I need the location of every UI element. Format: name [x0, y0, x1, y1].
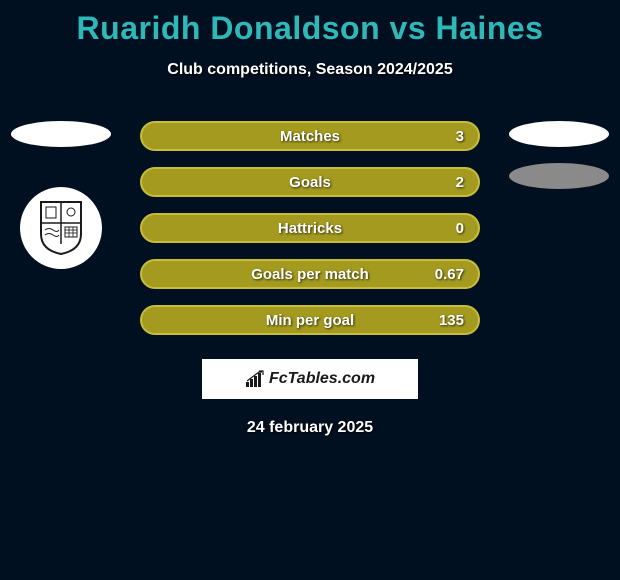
right-player-column [504, 121, 614, 189]
stat-right-value: 135 [439, 312, 464, 329]
stat-row: Goals per match 0.67 [140, 259, 480, 289]
left-ellipse-icon [11, 121, 111, 147]
right-ellipse-top-icon [509, 121, 609, 147]
date: 24 february 2025 [0, 419, 620, 437]
right-ellipse-bottom-icon [509, 163, 609, 189]
stat-row: Matches 3 [140, 121, 480, 151]
stat-bars: Matches 3 Goals 2 Hattricks 0 Goals per … [140, 121, 480, 335]
stat-label: Hattricks [278, 220, 342, 237]
stat-row: Hattricks 0 [140, 213, 480, 243]
page-title: Ruaridh Donaldson vs Haines [0, 0, 620, 47]
stat-row: Min per goal 135 [140, 305, 480, 335]
stat-right-value: 0.67 [435, 266, 464, 283]
stat-label: Goals [289, 174, 331, 191]
stat-label: Matches [280, 128, 340, 145]
stat-row: Goals 2 [140, 167, 480, 197]
stat-right-value: 0 [456, 220, 464, 237]
subtitle: Club competitions, Season 2024/2025 [0, 61, 620, 79]
club-badge-icon [20, 187, 102, 269]
shield-icon [37, 200, 85, 256]
stat-right-value: 2 [456, 174, 464, 191]
watermark-text: FcTables.com [269, 370, 375, 388]
stats-area: Matches 3 Goals 2 Hattricks 0 Goals per … [0, 121, 620, 335]
stat-right-value: 3 [456, 128, 464, 145]
left-player-column [6, 121, 116, 269]
stat-label: Goals per match [251, 266, 369, 283]
stat-label: Min per goal [266, 312, 354, 329]
bars-icon [245, 370, 267, 388]
watermark: FcTables.com [202, 359, 418, 399]
